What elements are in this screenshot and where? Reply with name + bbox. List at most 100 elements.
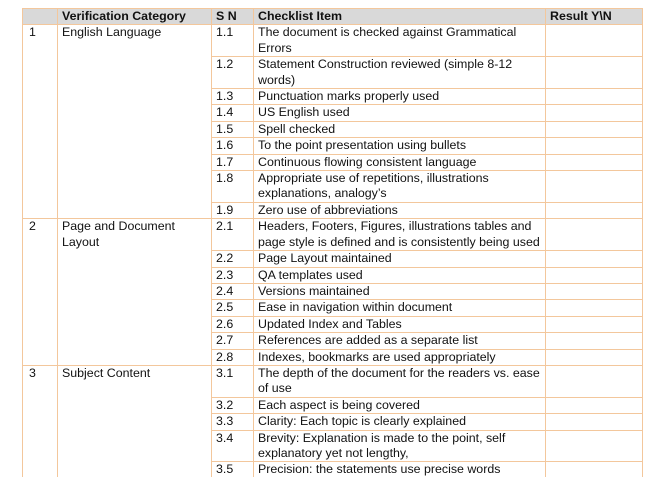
item-sn: 1.7 [211,153,254,172]
item-text: QA templates used [253,266,546,284]
checklist-row: 3.3 Clarity: Each topic is clearly explai… [23,413,643,431]
item-sn: 1.3 [211,88,254,106]
item-result [545,201,643,220]
item-text: Each aspect is being covered [253,396,546,415]
item-result [545,88,643,106]
item-sn: 3.5 [211,461,254,477]
header-cell: S N [211,7,254,26]
item-sn: 2.3 [211,266,254,284]
section-number: 2 [22,218,58,366]
checklist-row: 1.2 Statement Construction reviewed (simp… [23,56,643,90]
item-sn: 1.6 [211,137,254,155]
item-text: Statement Construction reviewed (simple … [253,56,546,90]
item-result [545,299,643,317]
item-sn: 1.8 [211,170,254,203]
item-text: Punctuation marks properly used [253,88,546,106]
item-sn: 2.7 [211,332,254,350]
item-sn: 1.4 [211,104,254,122]
item-text: Page Layout maintained [253,250,546,268]
item-result [545,56,643,90]
item-text: Spell checked [253,120,546,139]
checklist-row: 2.8 Indexes, bookmarks are used appropria… [23,348,643,366]
item-text: Ease in navigation within document [253,299,546,317]
checklist-row: 2.5 Ease in navigation within document [23,299,643,317]
item-sn: 3.1 [211,364,254,398]
item-text: Appropriate use of repetitions, illustra… [253,170,546,203]
item-text: The document is checked against Grammati… [253,24,546,58]
item-result [545,24,643,58]
item-text: Precision: the statements use precise wo… [253,461,546,477]
section-category: Subject Content [57,364,212,477]
checklist-row: 1.4 US English used [23,104,643,122]
item-text: Updated Index and Tables [253,315,546,334]
item-result [545,137,643,155]
item-result [545,153,643,172]
item-sn: 3.2 [211,396,254,415]
item-result [545,413,643,431]
checklist-row: 2.2 Page Layout maintained [23,250,643,268]
item-result [545,396,643,415]
item-sn: 3.3 [211,413,254,431]
section-category: Page and Document Layout [57,218,212,366]
item-sn: 1.5 [211,120,254,139]
item-sn: 2.5 [211,299,254,317]
item-sn: 1.1 [211,24,254,58]
checklist-row: 2.6 Updated Index and Tables [23,315,643,334]
item-text: The depth of the document for the reader… [253,364,546,398]
section-number: 3 [22,364,58,477]
item-text: Versions maintained [253,282,546,301]
item-sn: 1.2 [211,56,254,90]
item-text: Zero use of abbreviations [253,201,546,220]
item-sn: 2.1 [211,218,254,252]
checklist-row: 3.4 Brevity: Explanation is made to the p… [23,429,643,463]
item-text: References are added as a separate list [253,332,546,350]
item-sn: 2.4 [211,282,254,301]
item-text: To the point presentation using bullets [253,137,546,155]
item-text: Brevity: Explanation is made to the poin… [253,429,546,463]
checklist-row: 2.4 Versions maintained [23,282,643,301]
checklist-row: 3.5 Precision: the statements use precise… [23,461,643,477]
checklist-row: 1 English Language 1.1 The document is chec… [22,24,643,220]
item-result [545,348,643,366]
item-sn: 2.6 [211,315,254,334]
item-result [545,315,643,334]
item-sn: 1.9 [211,201,254,220]
item-sn: 2.8 [211,348,254,366]
checklist-row: 3 Subject Content 3.1 The depth of the docu… [22,364,643,477]
item-result [545,461,643,477]
table-body: 1 English Language 1.1 The document is chec… [22,24,643,477]
checklist-row: 3.2 Each aspect is being covered [23,396,643,415]
checklist-table: Verification Category S N Checklist Item… [22,7,643,477]
item-result [545,104,643,122]
checklist-row: 1.7 Continuous flowing consistent languag… [23,153,643,172]
header-cell: Result Y\N [545,7,643,26]
item-result [545,250,643,268]
item-text: US English used [253,104,546,122]
item-sn: 2.2 [211,250,254,268]
checklist-row: 2 Page and Document Layout 2.1 Headers, Foo… [22,218,643,366]
item-result [545,332,643,350]
item-text: Clarity: Each topic is clearly explained [253,413,546,431]
checklist-row: 1.9 Zero use of abbreviations [23,201,643,220]
item-result [545,266,643,284]
item-sn: 3.4 [211,429,254,463]
item-result [545,429,643,463]
header-row: Verification Category S N Checklist Item… [22,7,643,26]
checklist-row: 1.3 Punctuation marks properly used [23,88,643,106]
item-result [545,282,643,301]
item-result [545,218,643,252]
item-result [545,364,643,398]
item-result [545,170,643,203]
checklist-row: 1.8 Appropriate use of repetitions, illus… [23,170,643,203]
item-text: Headers, Footers, Figures, illustrations… [253,218,546,252]
header-cell: Checklist Item [253,7,546,26]
section-number: 1 [22,24,58,220]
header-cell [22,7,58,26]
item-text: Indexes, bookmarks are used appropriatel… [253,348,546,366]
header-cell: Verification Category [57,7,212,26]
item-result [545,120,643,139]
checklist-row: 2.7 References are added as a separate li… [23,332,643,350]
checklist-row: 1.6 To the point presentation using bulle… [23,137,643,155]
item-text: Continuous flowing consistent language [253,153,546,172]
